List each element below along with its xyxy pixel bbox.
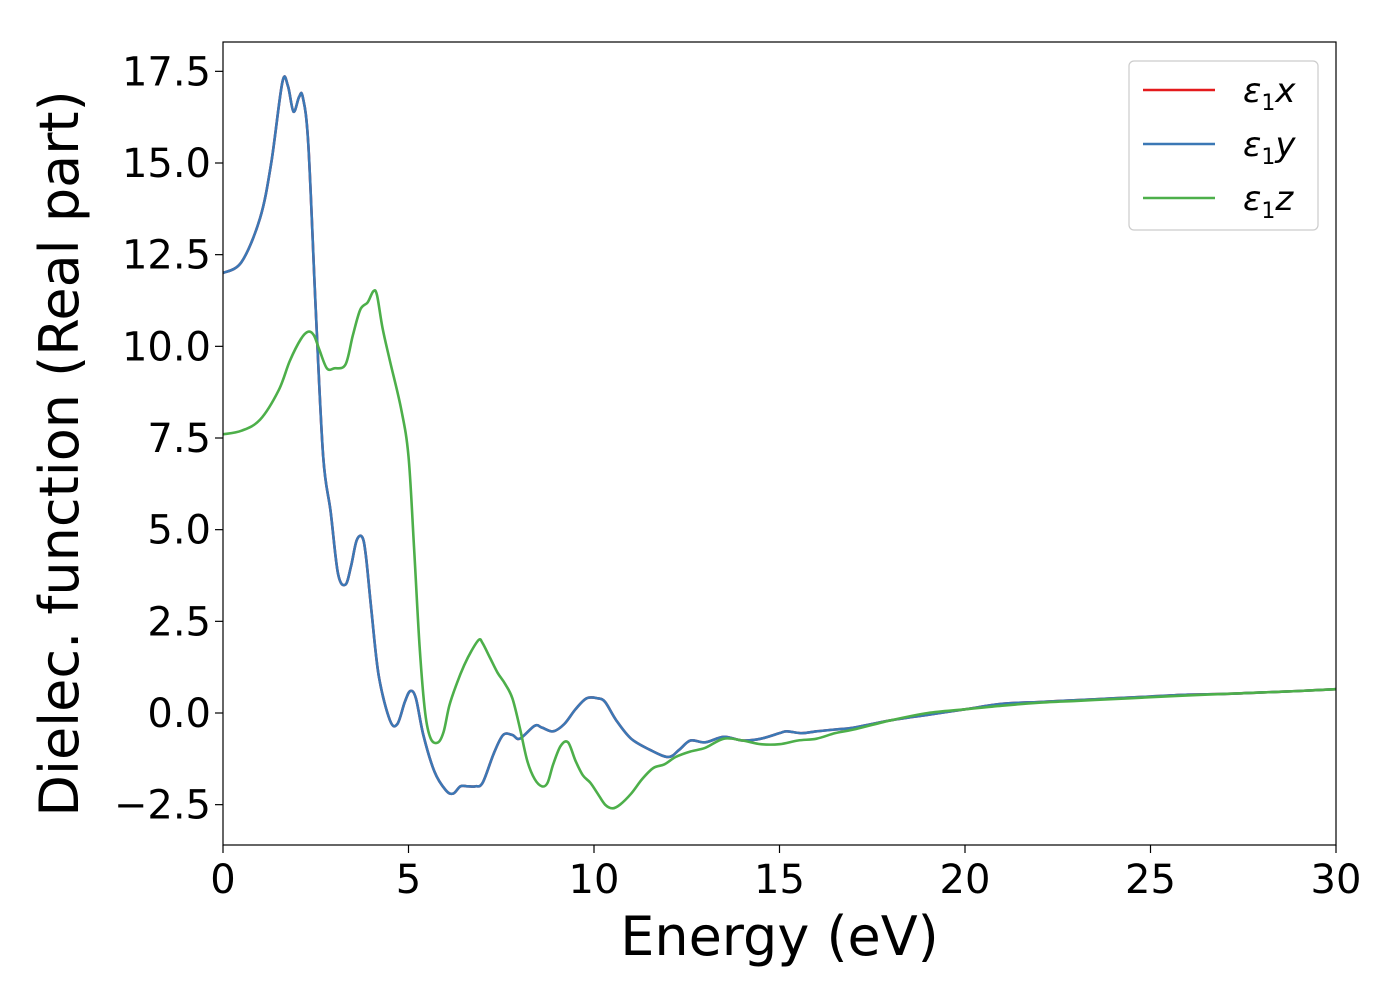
legend-symbol: ε	[1243, 125, 1261, 165]
legend-subscript: 1	[1261, 145, 1275, 170]
legend-symbol: ε	[1243, 71, 1261, 111]
y-axis-label: Dielec. function (Real part)	[28, 90, 91, 816]
plot-layer	[223, 75, 1336, 810]
series-line-z	[223, 289, 1336, 810]
legend-item-x: ε1x	[1143, 71, 1296, 116]
x-tick-label: 25	[1125, 857, 1176, 903]
legend-box	[1128, 60, 1319, 231]
legend-axis: x	[1274, 71, 1296, 111]
y-tick-label: 7.5	[147, 416, 211, 462]
x-tick-label: 15	[754, 857, 805, 903]
x-axis: 0 5 10 15 20 25 30	[210, 845, 1361, 903]
y-tick-label: 5.0	[147, 508, 211, 554]
legend-symbol: ε	[1243, 179, 1261, 219]
y-tick-label: 12.5	[122, 233, 211, 279]
legend-item-y: ε1y	[1143, 125, 1296, 170]
x-axis-label: Energy (eV)	[620, 905, 939, 968]
x-tick-label: 0	[210, 857, 235, 903]
legend-subscript: 1	[1261, 199, 1275, 224]
legend-label: ε1y	[1243, 125, 1296, 170]
y-tick-label: 2.5	[147, 599, 211, 645]
legend-label: ε1x	[1243, 71, 1296, 116]
x-tick-label: 30	[1311, 857, 1362, 903]
y-tick-label: −2.5	[114, 783, 211, 829]
legend-axis: z	[1274, 179, 1294, 219]
x-tick-label: 5	[396, 857, 421, 903]
y-tick-label: 17.5	[122, 49, 211, 95]
x-tick-label: 20	[940, 857, 991, 903]
y-tick-label: 15.0	[122, 141, 211, 187]
legend-item-z: ε1z	[1143, 179, 1294, 224]
legend-axis: y	[1274, 125, 1296, 165]
y-axis: −2.5 0.0 2.5 5.0 7.5 10.0 12.5 15.0 17.5	[114, 49, 223, 829]
legend-subscript: 1	[1261, 91, 1275, 116]
y-tick-label: 0.0	[147, 691, 211, 737]
x-tick-label: 10	[569, 857, 620, 903]
y-tick-label: 10.0	[122, 324, 211, 370]
legend-label: ε1z	[1243, 179, 1294, 224]
